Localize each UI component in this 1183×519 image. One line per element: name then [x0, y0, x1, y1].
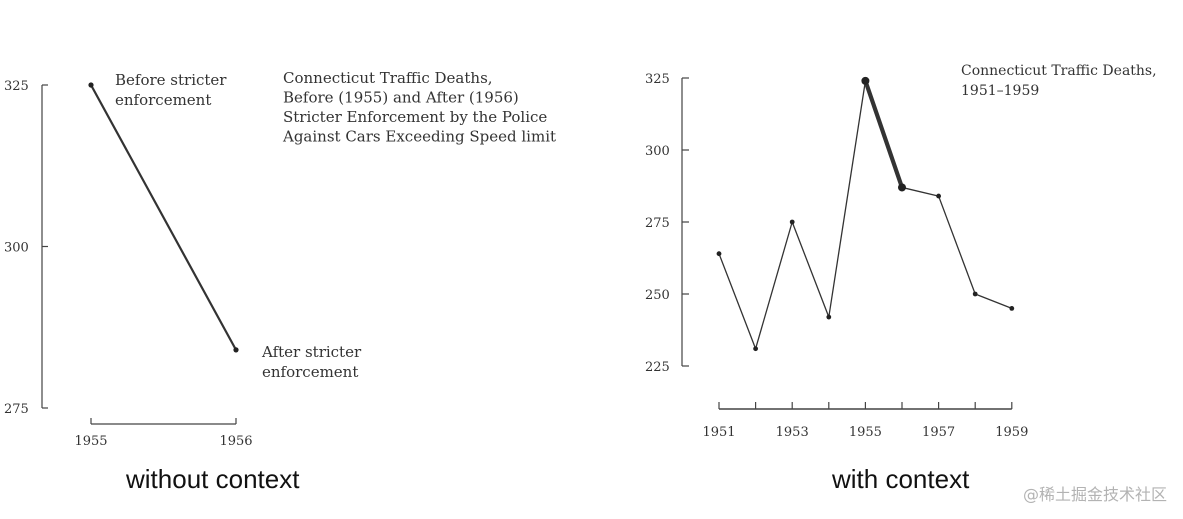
data-line-1958-1959: [974, 293, 1013, 310]
x-tick-label-1957: 1957: [922, 425, 955, 440]
y-tick-label-275: 275: [645, 216, 670, 231]
y-tick-label-300: 300: [4, 241, 29, 256]
caption-with-context: with context: [832, 464, 970, 494]
data-point-1954: [826, 314, 832, 320]
x-tick-label-1951: 1951: [702, 425, 735, 440]
data-point-1955: [88, 82, 94, 88]
data-point-1956: [898, 183, 906, 192]
chart-with-context: 225 250 275 300 325 1951 1953 1955 1957 1959 Conne…: [600, 0, 1183, 519]
data-point-1952: [753, 346, 758, 352]
y-tick-label-250: 250: [645, 288, 670, 303]
y-tick-label-325: 325: [4, 79, 29, 94]
chart-title-line-2: 1951–1959: [961, 83, 1039, 99]
chart-title-line-3: Stricter Enforcement by the Police: [283, 108, 547, 126]
data-line-1955-1956: [863, 80, 904, 189]
data-line-1955-1956: [90, 84, 237, 351]
data-line-1951-1952: [718, 253, 757, 349]
x-tick-label-1955: 1955: [849, 425, 882, 440]
y-tick-label-225: 225: [645, 360, 670, 375]
data-point-1957: [936, 193, 941, 199]
point-label-before-line-1: Before stricter: [115, 71, 227, 89]
chart-title-line-4: Against Cars Exceeding Speed limit: [282, 128, 556, 146]
data-line-1956-1957: [901, 186, 939, 197]
data-point-1951: [716, 251, 722, 257]
chart-right-svg: 225 250 275 300 325 1951 1953 1955 1957 1959 Conne…: [645, 63, 1157, 440]
chart-left-svg: 275 300 325 1955 1956 Before stricter enforcem…: [4, 69, 556, 449]
x-tick-label-1956: 1956: [219, 434, 252, 449]
watermark: @稀土掘金技术社区: [1022, 485, 1167, 504]
point-label-after-line-1: After stricter: [261, 343, 362, 361]
chart-title-line-1: Connecticut Traffic Deaths,: [961, 63, 1157, 79]
data-point-1953: [789, 219, 795, 225]
data-line-1953-1954: [791, 221, 830, 318]
data-point-1955: [861, 76, 870, 85]
caption-without-context: without context: [126, 464, 300, 494]
chart-without-context: 275 300 325 1955 1956 Before stricter enforcem…: [0, 0, 580, 519]
data-line-1952-1953: [754, 221, 793, 349]
data-line-1957-1958: [937, 195, 976, 295]
data-point-1959: [1009, 306, 1015, 311]
chart-title-line-1: Connecticut Traffic Deaths,: [283, 69, 493, 87]
point-label-before-line-2: enforcement: [115, 91, 211, 109]
y-tick-label-300: 300: [645, 144, 670, 159]
data-point-1958: [972, 291, 978, 297]
chart-title-line-2: Before (1955) and After (1956): [283, 89, 519, 107]
point-label-after-line-2: enforcement: [262, 363, 358, 381]
x-tick-label-1959: 1959: [995, 425, 1028, 440]
data-line-1954-1955: [828, 80, 867, 318]
x-tick-label-1953: 1953: [776, 425, 809, 440]
y-tick-label-325: 325: [645, 72, 670, 87]
y-tick-label-275: 275: [4, 402, 29, 417]
data-point-1956: [233, 347, 239, 353]
x-tick-label-1955: 1955: [74, 434, 107, 449]
